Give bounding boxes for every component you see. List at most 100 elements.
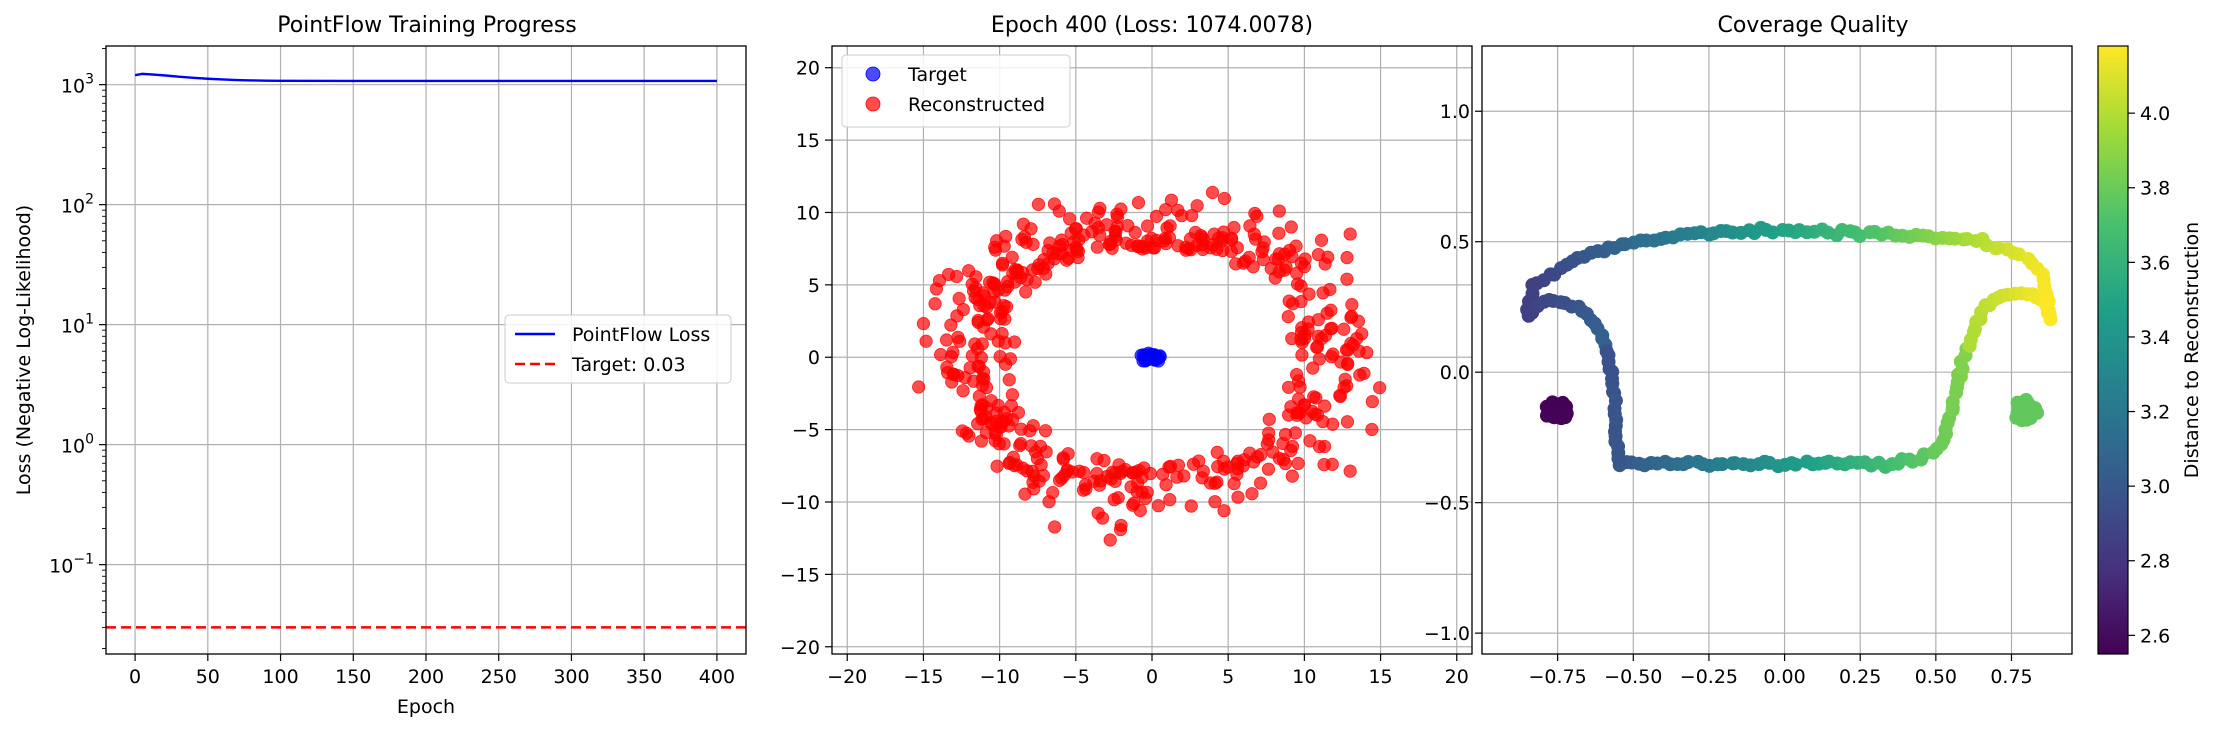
coverage-chart-grid <box>1482 46 2072 654</box>
reconstructed-point <box>1077 465 1091 480</box>
coverage-tick-label-y-1: −0.5 <box>1424 493 1470 515</box>
reconstructed-point <box>1278 247 1292 261</box>
reconstructed-point <box>1138 491 1153 506</box>
recon-tick-label-y-6: 10 <box>796 202 820 224</box>
reconstructed-point <box>1131 195 1146 210</box>
recon-tick-label-x-7: 15 <box>1368 666 1392 688</box>
reconstructed-point <box>1103 237 1117 251</box>
recon-tick-label-x-1: −15 <box>903 666 943 688</box>
reconstruction-chart-y-ticks: −20 −15 −10 −5 0 5 10 15 20 <box>780 58 832 659</box>
reconstructed-point <box>1128 225 1142 240</box>
reconstructed-point <box>1188 225 1203 240</box>
reconstructed-point <box>1211 460 1225 474</box>
loss-tick-label-y-0: 10−1 <box>49 552 94 578</box>
coverage-chart-frame <box>1481 45 2073 655</box>
target-point <box>1146 350 1161 365</box>
reconstructed-point <box>990 459 1004 473</box>
reconstructed-point <box>1340 272 1354 286</box>
reconstructed-point <box>939 333 954 347</box>
reconstructed-point <box>1344 310 1358 325</box>
reconstructed-point <box>1284 220 1298 234</box>
reconstructed-point <box>1090 240 1104 254</box>
reconstructed-point <box>1281 310 1295 324</box>
reconstructed-point <box>1210 475 1224 489</box>
reconstructed-point <box>971 417 985 431</box>
reconstructed-point <box>1295 348 1309 362</box>
reconstructed-point <box>1323 282 1337 297</box>
reconstructed-point <box>1262 412 1276 426</box>
reconstructed-point <box>995 327 1009 341</box>
loss-tick-label-y-2: 101 <box>61 312 94 338</box>
reconstructed-point <box>1314 233 1329 247</box>
reconstructed-point <box>1318 399 1332 413</box>
coverage-tick-label-x-2: −0.25 <box>1680 666 1738 688</box>
loss-tick-label-x-8: 400 <box>699 666 735 688</box>
reconstructed-point <box>1149 209 1164 223</box>
reconstructed-point <box>962 264 976 278</box>
recon-legend-marker-1 <box>865 96 881 112</box>
reconstructed-point <box>1109 224 1123 239</box>
coverage-tick-label-x-3: 0.00 <box>1763 666 1805 688</box>
reconstructed-point <box>999 229 1013 244</box>
reconstructed-point <box>1360 345 1374 360</box>
recon-tick-label-x-4: 0 <box>1146 666 1158 688</box>
reconstructed-point <box>1039 267 1053 281</box>
reconstructed-point <box>950 269 964 284</box>
reconstructed-point <box>1184 243 1198 257</box>
reconstructed-point <box>1340 251 1354 265</box>
loss-tick-label-x-6: 300 <box>553 666 589 688</box>
reconstructed-point <box>1094 474 1108 488</box>
reconstructed-point <box>955 424 969 438</box>
reconstructed-point <box>1295 321 1309 335</box>
coverage-tick-label-x-1: −0.50 <box>1604 666 1662 688</box>
reconstructed-point <box>1247 227 1261 241</box>
reconstructed-point <box>1143 466 1158 481</box>
reconstructed-point <box>992 437 1006 451</box>
reconstructed-point <box>1163 459 1178 473</box>
reconstructed-point <box>1365 422 1379 437</box>
colorbar-label: Distance to Reconstruction <box>2181 222 2203 478</box>
recon-tick-label-x-2: −10 <box>980 666 1020 688</box>
reconstruction-chart: Epoch 400 (Loss: 1074.0078) −20 −15 −10 −5 0… <box>780 13 1473 688</box>
reconstructed-point <box>1032 258 1046 272</box>
reconstructed-point <box>1005 388 1020 402</box>
reconstructed-point <box>919 334 933 348</box>
reconstructed-point <box>1192 454 1206 468</box>
reconstructed-point <box>934 348 948 362</box>
colorbar-tick-label-1: 2.8 <box>2140 551 2170 573</box>
reconstructed-point <box>1038 424 1053 438</box>
reconstructed-point <box>956 384 970 398</box>
reconstructed-point <box>997 299 1011 313</box>
reconstructed-point <box>1048 520 1062 534</box>
reconstructed-point <box>1253 476 1268 490</box>
reconstructed-point <box>1216 231 1230 245</box>
reconstructed-point <box>1341 343 1355 357</box>
reconstructed-point <box>1345 298 1359 312</box>
reconstructed-point <box>916 317 931 331</box>
loss-tick-label-x-4: 200 <box>408 666 444 688</box>
reconstructed-point <box>1020 273 1034 287</box>
loss-tick-label-x-2: 100 <box>262 666 298 688</box>
reconstructed-point <box>1217 504 1231 518</box>
reconstructed-point <box>974 434 989 448</box>
reconstructed-point <box>912 380 926 394</box>
reconstructed-point <box>968 337 982 351</box>
reconstructed-point <box>1272 204 1286 218</box>
loss-tick-label-x-1: 50 <box>196 666 220 688</box>
recon-tick-label-x-6: 10 <box>1292 666 1316 688</box>
reconstructed-point <box>998 357 1013 371</box>
reconstructed-point <box>976 286 990 300</box>
reconstructed-point <box>1010 263 1024 277</box>
coverage-tick-label-x-5: 0.50 <box>1915 666 1957 688</box>
loss-legend-label-1: Target: 0.03 <box>571 354 686 376</box>
recon-legend-label-0: Target <box>907 64 967 86</box>
coverage-tick-label-y-4: 1.0 <box>1440 101 1470 123</box>
coverage-tick-label-x-0: −0.75 <box>1529 666 1587 688</box>
colorbar-tick-label-2: 3.0 <box>2140 476 2170 498</box>
reconstructed-point <box>1093 201 1107 215</box>
recon-tick-label-y-4: 0 <box>808 347 820 369</box>
coverage-tick-label-y-2: 0.0 <box>1440 362 1470 384</box>
reconstructed-point <box>1171 203 1185 217</box>
reconstructed-point <box>1312 440 1327 454</box>
